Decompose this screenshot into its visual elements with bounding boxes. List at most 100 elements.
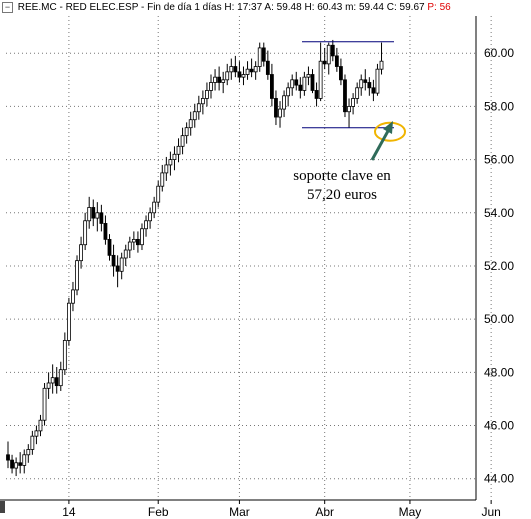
y-tick-label: 60.00	[484, 46, 514, 60]
scroll-handle	[0, 501, 5, 513]
candle-body	[261, 47, 266, 62]
candle-body	[371, 87, 376, 94]
c-label: C:	[386, 2, 397, 13]
y-tick-label: 58.00	[484, 99, 514, 113]
annotation-line-1: soporte clave en	[293, 168, 391, 184]
y-tick-label: 48.00	[484, 365, 514, 379]
y-tick-label: 54.00	[484, 206, 514, 220]
candle-body	[34, 430, 39, 437]
candle-body	[127, 241, 132, 251]
candle-body	[140, 228, 144, 246]
candle-body	[103, 223, 108, 240]
y-axis: 44.00 46.00 48.00 50.00 52.00 54.00 56.00 58.00…	[475, 16, 514, 500]
candle-body	[87, 207, 92, 222]
candle-body	[326, 44, 331, 65]
candle-body	[237, 71, 242, 78]
candle-body	[249, 68, 254, 73]
candle-body	[322, 60, 327, 65]
y-tick-label: 50.00	[484, 312, 514, 326]
candle-body	[10, 459, 14, 469]
arrow-head	[383, 121, 393, 134]
candle-body	[334, 55, 339, 67]
y-tick-label: 46.00	[484, 419, 514, 433]
x-tick-label: Mar	[229, 505, 250, 519]
candle-body	[79, 244, 83, 262]
x-tick-label: May	[399, 505, 422, 519]
candles	[6, 39, 384, 477]
candle-body	[367, 82, 372, 89]
grid	[6, 16, 492, 500]
candle-body	[241, 74, 246, 78]
candle-body	[265, 60, 270, 75]
c-value: 59.67	[399, 2, 425, 13]
candle-body	[58, 369, 63, 387]
x-axis: 14 Feb Mar Abr May Jun	[0, 499, 501, 519]
candle-body	[363, 79, 368, 83]
candle-body	[351, 98, 356, 107]
candle-body	[274, 98, 278, 118]
y-tick-label: 44.00	[484, 472, 514, 486]
candle-body	[164, 164, 169, 174]
candle-body	[192, 111, 197, 121]
candle-body	[115, 265, 120, 272]
p-label: P:	[427, 2, 437, 13]
candle-body	[310, 74, 315, 91]
candle-body	[257, 47, 262, 67]
candle-body	[375, 68, 380, 94]
ticker: REE.MC	[17, 2, 57, 13]
candle-body	[156, 185, 161, 203]
candle-body	[379, 60, 384, 70]
annotations: soporte clave en 57,20 euros	[293, 41, 406, 203]
candle-body	[302, 76, 307, 91]
candle-body	[339, 66, 343, 81]
x-tick-label: Abr	[315, 505, 334, 519]
candle-body	[294, 79, 299, 86]
candle-body	[75, 260, 79, 291]
candle-body	[343, 79, 347, 113]
candle-body	[306, 74, 311, 78]
candle-body	[200, 98, 205, 105]
candle-body	[355, 87, 360, 99]
candle-body	[131, 238, 136, 243]
candle-body	[196, 103, 201, 113]
candle-body	[42, 387, 47, 421]
close-icon[interactable]: −	[2, 2, 13, 13]
time-value: 17:37	[237, 2, 263, 13]
candle-body	[278, 108, 282, 118]
time-label: H:	[224, 2, 235, 13]
candle-body	[160, 172, 165, 187]
candle-body	[205, 90, 209, 99]
candle-body	[99, 212, 104, 224]
y-tick-label: 56.00	[484, 153, 514, 167]
candle-body	[152, 201, 157, 214]
candle-body	[184, 127, 189, 137]
candle-body	[95, 212, 100, 219]
candle-body	[253, 66, 258, 73]
instrument-name: RED ELEC.ESP	[65, 2, 139, 13]
candle-body	[46, 382, 51, 389]
candle-body	[22, 454, 27, 466]
x-tick-label: 14	[62, 505, 76, 519]
p-value: 56	[439, 2, 451, 13]
a-label: A:	[264, 2, 274, 13]
candle-body	[221, 79, 226, 83]
candle-body	[286, 87, 291, 97]
candle-body	[245, 68, 250, 75]
annotation-line-2: 57,20 euros	[307, 187, 377, 203]
candle-body	[144, 220, 148, 230]
support-circle	[374, 121, 406, 142]
y-tick-label: 52.00	[484, 259, 514, 273]
x-tick-label: Jun	[481, 505, 500, 519]
a-value: 59.48	[276, 2, 302, 13]
candle-body	[180, 135, 185, 147]
period: Fin de día 1 días	[147, 2, 222, 13]
candle-body	[172, 153, 177, 161]
candle-body	[83, 220, 88, 246]
candle-body	[209, 82, 213, 91]
candle-body	[282, 95, 286, 110]
candle-body	[50, 377, 55, 384]
candle-body	[71, 289, 75, 304]
candle-body	[38, 419, 43, 432]
h-label: H:	[304, 2, 315, 13]
